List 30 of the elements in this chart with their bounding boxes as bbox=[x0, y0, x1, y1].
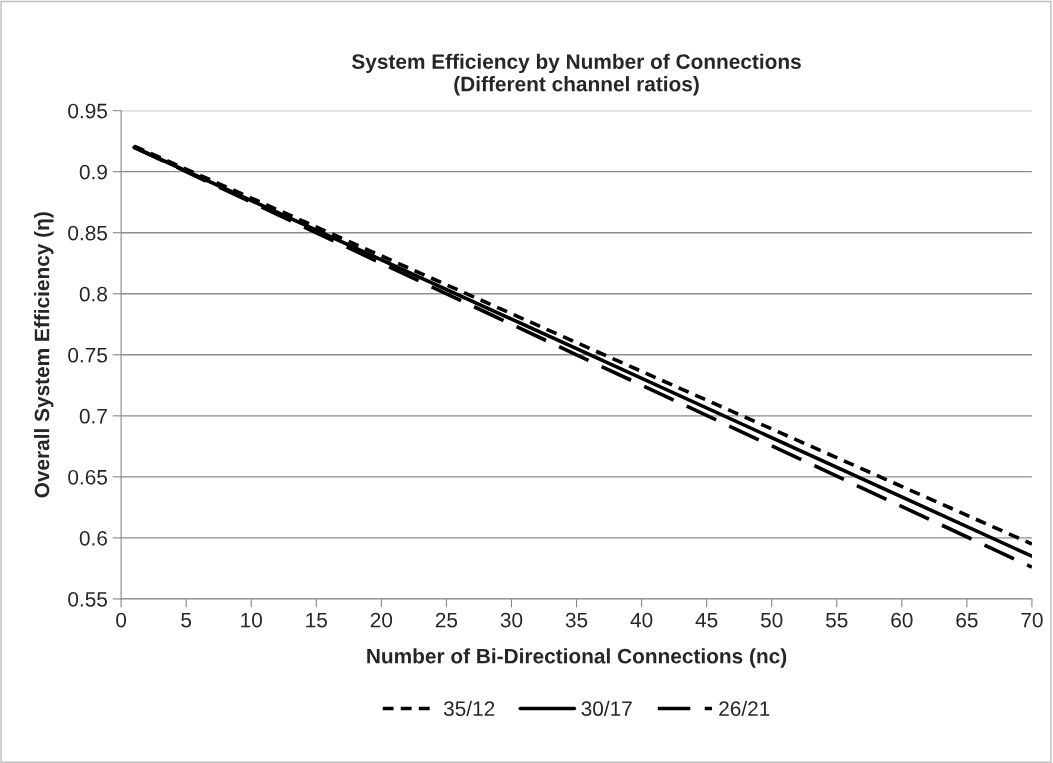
x-tick-label: 50 bbox=[760, 612, 783, 628]
x-tick-label: 5 bbox=[181, 612, 192, 628]
x-tick-label: 55 bbox=[826, 612, 848, 628]
x-tick-label: 60 bbox=[891, 612, 913, 628]
x-tick-label: 35 bbox=[565, 612, 588, 628]
x-tick-label: 10 bbox=[241, 612, 262, 628]
x-tick-label: 25 bbox=[435, 612, 458, 628]
x-tick-label: 0 bbox=[116, 612, 127, 628]
chart-title: System Efficiency by Number of Connections (Different channel ratios) bbox=[351, 53, 801, 96]
y-tick-label: 0.95 bbox=[68, 103, 108, 119]
x-tick-label: 15 bbox=[306, 612, 327, 628]
x-tick-label: 30 bbox=[500, 612, 523, 628]
y-tick-label: 0.75 bbox=[68, 347, 108, 363]
y-tick-label: 0.8 bbox=[79, 286, 107, 302]
legend-label: 26/21 bbox=[719, 700, 770, 717]
y-tick-label: 0.85 bbox=[68, 225, 108, 241]
y-tick-label: 0.7 bbox=[79, 408, 107, 424]
x-tick-label: 70 bbox=[1021, 612, 1043, 628]
x-tick-label: 40 bbox=[630, 612, 653, 628]
y-tick-label: 0.55 bbox=[68, 591, 108, 607]
legend-label: 30/17 bbox=[581, 700, 632, 717]
x-axis-title: Number of Bi-Directional Connections (nc) bbox=[367, 648, 787, 668]
x-tick-label: 45 bbox=[695, 612, 718, 628]
y-axis-title: Overall System Efficiency (η) bbox=[34, 212, 54, 498]
y-tick-label: 0.65 bbox=[68, 469, 108, 485]
y-tick-label: 0.6 bbox=[79, 530, 107, 546]
x-tick-label: 20 bbox=[370, 612, 393, 628]
legend-label: 35/12 bbox=[443, 700, 495, 717]
x-tick-label: 65 bbox=[956, 612, 978, 628]
y-tick-label: 0.9 bbox=[79, 164, 107, 180]
